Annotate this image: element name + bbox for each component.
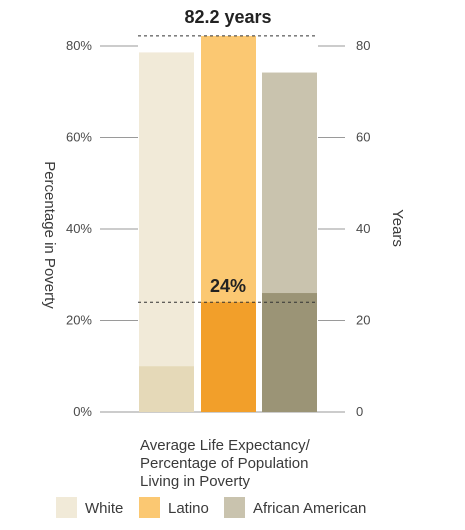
right-tick-label: 0 xyxy=(356,404,363,419)
caption-line-2: Percentage of Population xyxy=(140,455,308,472)
right-axis-label: Years xyxy=(389,209,406,247)
right-tick-label: 60 xyxy=(356,130,370,145)
left-tick-label: 20% xyxy=(66,313,92,328)
annotations: 82.2 years 24% xyxy=(138,7,318,303)
legend-label-white: White xyxy=(85,500,123,517)
bar-poverty-white xyxy=(139,366,194,412)
caption-line-1: Average Life Expectancy/ xyxy=(140,437,311,454)
legend-swatch-african-american xyxy=(224,497,245,518)
left-tick-label: 60% xyxy=(66,130,92,145)
left-tick-label: 80% xyxy=(66,38,92,53)
right-tick-label: 40 xyxy=(356,221,370,236)
left-axis-label: Percentage in Poverty xyxy=(41,161,58,309)
left-tick-label: 40% xyxy=(66,221,92,236)
legend: White Latino African American xyxy=(56,497,366,518)
right-tick-label: 80 xyxy=(356,38,370,53)
bars xyxy=(139,35,317,413)
right-axis-ticks: 0 20 40 60 80 xyxy=(356,38,370,419)
annotation-top: 82.2 years xyxy=(184,7,271,27)
bar-life-expectancy-white xyxy=(139,52,194,412)
legend-label-latino: Latino xyxy=(168,500,209,517)
legend-label-african-american: African American xyxy=(253,500,366,517)
legend-swatch-latino xyxy=(139,497,160,518)
annotation-middle: 24% xyxy=(210,276,246,296)
left-axis-ticks: 0% 20% 40% 60% 80% xyxy=(66,38,92,419)
left-tick-label: 0% xyxy=(73,404,92,419)
bar-poverty-latino xyxy=(201,302,256,412)
caption-line-3: Living in Poverty xyxy=(140,473,251,490)
bar-poverty-african-american xyxy=(262,293,317,412)
right-tick-label: 20 xyxy=(356,313,370,328)
legend-swatch-white xyxy=(56,497,77,518)
